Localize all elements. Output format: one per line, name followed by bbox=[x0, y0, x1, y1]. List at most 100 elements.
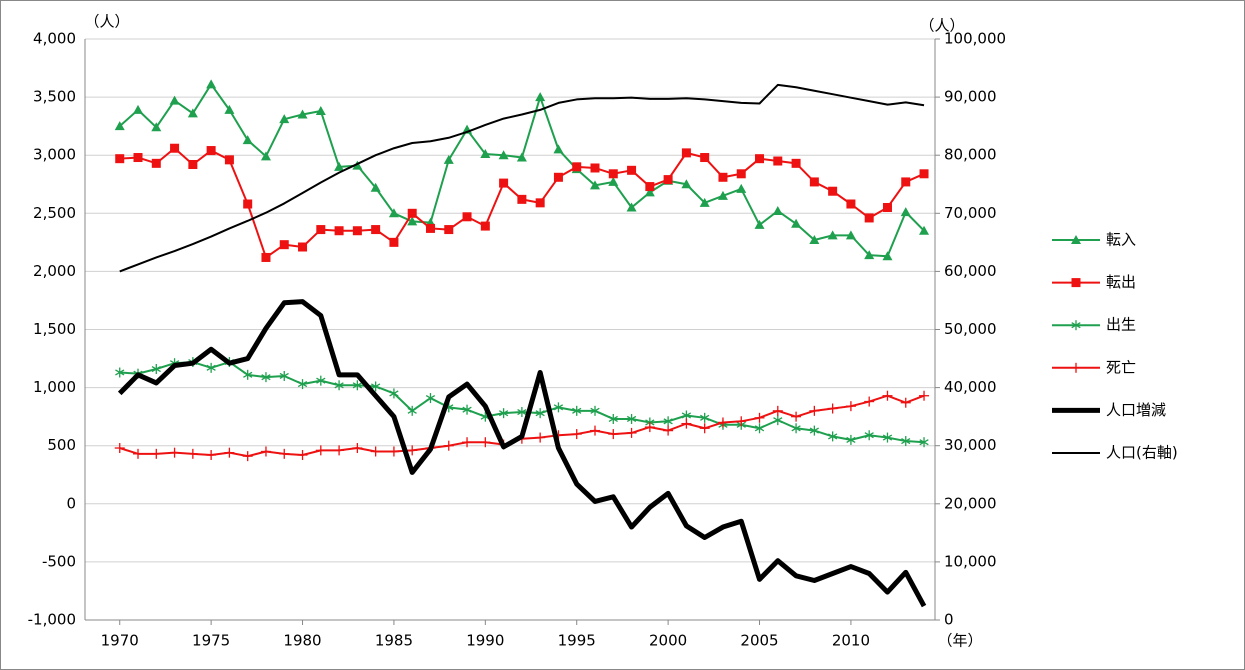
marker-shape bbox=[645, 182, 655, 192]
y2-tick-label: 90,000 bbox=[944, 88, 997, 106]
marker-shape bbox=[572, 407, 582, 414]
marker-shape bbox=[882, 251, 893, 261]
marker-shape bbox=[919, 225, 930, 235]
marker bbox=[114, 121, 125, 131]
marker bbox=[133, 448, 144, 459]
legend-label: 人口増減 bbox=[1106, 401, 1166, 419]
marker bbox=[480, 221, 490, 231]
marker-shape bbox=[279, 240, 289, 250]
marker bbox=[517, 194, 527, 204]
marker-shape bbox=[901, 177, 911, 187]
marker bbox=[900, 397, 911, 408]
marker bbox=[388, 446, 399, 457]
marker bbox=[480, 437, 491, 448]
legend-label: 人口(右軸) bbox=[1106, 444, 1178, 462]
marker bbox=[279, 448, 290, 459]
legend-label: 死亡 bbox=[1106, 358, 1136, 376]
marker-shape bbox=[480, 221, 490, 231]
marker-shape bbox=[187, 108, 198, 118]
marker-shape bbox=[828, 186, 838, 196]
marker bbox=[334, 226, 344, 236]
marker-shape bbox=[388, 208, 399, 218]
marker bbox=[900, 207, 911, 217]
marker bbox=[261, 252, 271, 262]
marker bbox=[206, 79, 217, 89]
marker bbox=[919, 169, 929, 179]
marker bbox=[279, 240, 289, 250]
marker bbox=[754, 412, 765, 423]
marker bbox=[791, 423, 801, 434]
marker-shape bbox=[919, 169, 929, 179]
marker-shape bbox=[553, 404, 564, 411]
marker bbox=[462, 404, 472, 415]
marker-shape bbox=[334, 161, 345, 171]
marker bbox=[407, 216, 418, 226]
marker bbox=[699, 197, 710, 207]
marker-shape bbox=[791, 218, 802, 228]
marker bbox=[187, 448, 198, 459]
marker bbox=[261, 372, 271, 383]
marker-shape bbox=[243, 371, 253, 378]
marker bbox=[114, 443, 125, 454]
marker bbox=[279, 370, 289, 381]
marker-shape bbox=[845, 230, 856, 240]
y2-tick-label: 10,000 bbox=[944, 552, 997, 570]
marker-shape bbox=[718, 172, 728, 182]
marker bbox=[425, 223, 435, 233]
marker-shape bbox=[516, 152, 527, 162]
marker-shape bbox=[499, 178, 509, 188]
marker bbox=[316, 225, 326, 235]
marker-shape bbox=[242, 135, 253, 145]
marker bbox=[297, 379, 308, 390]
marker bbox=[389, 388, 399, 399]
series-line bbox=[117, 299, 927, 608]
marker-shape bbox=[681, 148, 691, 158]
y2-tick-label: 80,000 bbox=[944, 146, 997, 164]
marker-shape bbox=[700, 153, 710, 163]
marker-shape bbox=[828, 433, 838, 440]
marker-shape bbox=[170, 143, 180, 153]
marker bbox=[608, 413, 618, 424]
marker bbox=[498, 150, 509, 160]
marker bbox=[260, 446, 271, 457]
marker bbox=[389, 237, 399, 247]
marker-shape bbox=[389, 390, 399, 397]
marker-shape bbox=[151, 365, 161, 373]
marker-shape bbox=[553, 172, 563, 182]
marker bbox=[1071, 320, 1081, 331]
y2-tick-label: 100,000 bbox=[944, 30, 1006, 48]
marker bbox=[809, 177, 819, 187]
marker bbox=[242, 451, 253, 462]
marker bbox=[115, 154, 125, 164]
marker bbox=[901, 436, 911, 447]
marker bbox=[224, 104, 235, 114]
marker bbox=[626, 427, 637, 438]
marker-shape bbox=[407, 208, 417, 218]
marker-shape bbox=[626, 415, 637, 423]
marker-shape bbox=[791, 158, 801, 168]
y2-tick-label: 70,000 bbox=[944, 204, 997, 222]
marker bbox=[535, 198, 545, 208]
x-tick-label: 2000 bbox=[649, 632, 687, 650]
marker-shape bbox=[755, 154, 765, 164]
marker bbox=[828, 186, 838, 196]
marker bbox=[608, 176, 619, 186]
marker-shape bbox=[298, 242, 308, 252]
marker bbox=[864, 250, 875, 260]
marker bbox=[462, 212, 472, 222]
marker bbox=[882, 251, 893, 261]
x-tick-label: 1980 bbox=[283, 632, 321, 650]
marker-shape bbox=[224, 155, 234, 165]
y-tick-label: 3,500 bbox=[33, 88, 76, 106]
marker bbox=[151, 122, 162, 132]
marker bbox=[1071, 278, 1081, 288]
marker-shape bbox=[754, 219, 765, 229]
marker bbox=[791, 158, 801, 168]
marker bbox=[462, 437, 473, 448]
marker bbox=[864, 430, 874, 441]
marker-shape bbox=[699, 197, 710, 207]
x-tick-label: 1985 bbox=[375, 632, 413, 650]
y2-tick-label: 30,000 bbox=[944, 436, 997, 454]
marker-shape bbox=[590, 180, 600, 190]
